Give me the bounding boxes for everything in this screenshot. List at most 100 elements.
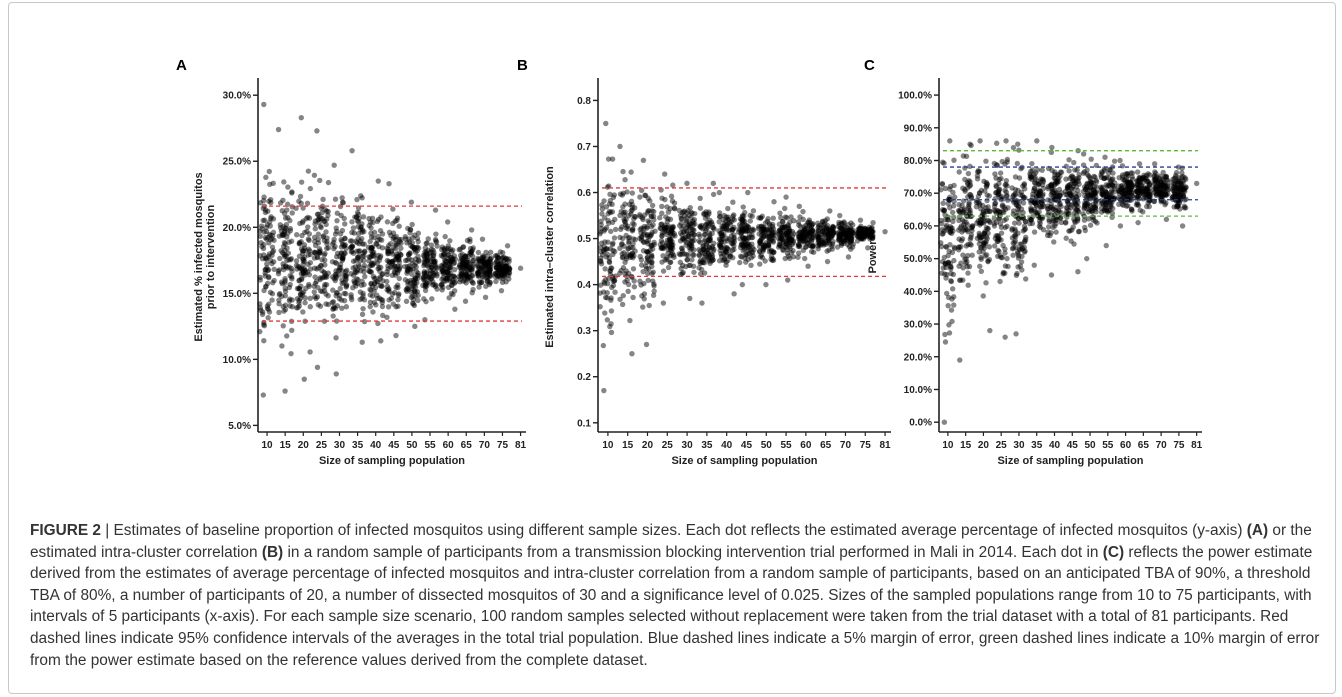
data-point: [630, 236, 637, 242]
data-point: [282, 252, 288, 258]
data-point: [315, 284, 321, 291]
data-point: [738, 241, 745, 247]
data-point: [686, 244, 692, 251]
data-point: [486, 258, 492, 264]
data-point: [638, 230, 644, 236]
data-point: [802, 225, 808, 232]
data-point: [671, 200, 678, 206]
data-point: [838, 232, 845, 239]
data-point: [1035, 199, 1041, 205]
data-point: [259, 255, 266, 262]
data-point: [1125, 193, 1131, 199]
data-point: [385, 263, 391, 269]
data-point: [354, 276, 360, 282]
data-point: [1175, 186, 1181, 192]
x-tick-label: 35: [1031, 440, 1043, 451]
data-point: [707, 237, 713, 244]
data-point: [869, 235, 876, 241]
data-point: [598, 261, 605, 267]
data-point: [612, 289, 618, 295]
data-point: [1089, 192, 1096, 198]
data-point: [744, 222, 750, 229]
data-point: [296, 286, 303, 292]
data-point: [765, 215, 771, 222]
data-point: [643, 248, 650, 255]
data-point: [479, 263, 485, 270]
data-point: [318, 215, 324, 221]
data-point: [683, 242, 689, 248]
y-tick-label: 0.5: [577, 234, 591, 245]
data-point: [1163, 183, 1169, 189]
data-point: [995, 188, 1001, 194]
data-point: [263, 224, 270, 231]
data-point: [1039, 201, 1046, 207]
data-point: [495, 273, 501, 279]
data-point: [1165, 182, 1171, 189]
data-point: [1147, 188, 1153, 195]
data-point: [718, 251, 724, 257]
data-point: [1146, 198, 1153, 204]
data-point: [679, 251, 685, 257]
data-point: [1049, 188, 1056, 195]
y-tick-label: 50.0%: [904, 254, 932, 265]
data-point: [1155, 185, 1161, 192]
data-point: [837, 234, 843, 241]
data-point: [312, 226, 319, 232]
data-point: [685, 237, 692, 243]
data-point: [941, 228, 947, 234]
data-point: [809, 227, 816, 234]
data-point: [697, 205, 704, 211]
data-point: [1039, 215, 1045, 222]
data-point: [821, 232, 827, 238]
data-point: [717, 213, 723, 220]
data-point: [679, 225, 685, 232]
data-point: [280, 232, 287, 239]
data-point: [629, 204, 635, 211]
data-point: [711, 246, 717, 253]
data-point: [728, 240, 735, 246]
data-point: [429, 270, 435, 276]
data-point: [445, 245, 451, 252]
data-point: [1125, 185, 1132, 191]
data-point: [1103, 189, 1110, 196]
data-point: [279, 281, 286, 287]
data-point: [270, 279, 276, 286]
data-point: [843, 236, 850, 243]
data-point: [809, 243, 815, 250]
data-point: [661, 225, 668, 232]
data-point: [825, 231, 831, 237]
data-point: [783, 230, 790, 237]
x-tick-label: 75: [497, 440, 509, 451]
data-point: [742, 218, 748, 225]
data-point: [705, 250, 711, 256]
data-point: [342, 250, 348, 256]
data-point: [1102, 205, 1108, 212]
data-point: [352, 264, 358, 270]
data-point: [348, 270, 354, 277]
data-point: [421, 276, 428, 282]
data-point: [995, 247, 1001, 254]
data-point: [297, 291, 304, 297]
data-point: [1082, 224, 1088, 231]
data-point: [409, 300, 416, 306]
data-point: [412, 284, 419, 290]
data-point: [483, 261, 490, 268]
data-point: [691, 247, 697, 253]
data-point: [446, 276, 452, 282]
data-point: [428, 253, 434, 259]
data-point: [957, 209, 963, 215]
data-point: [284, 245, 290, 251]
data-point: [759, 229, 765, 235]
data-point: [815, 235, 821, 241]
data-point: [499, 272, 505, 278]
data-point: [1120, 194, 1127, 201]
data-point: [998, 224, 1005, 230]
data-point: [686, 222, 692, 228]
data-point: [728, 218, 735, 225]
data-point: [1000, 242, 1006, 249]
data-point: [378, 296, 384, 303]
data-point: [846, 243, 853, 250]
data-point: [746, 234, 752, 241]
data-point: [325, 301, 332, 308]
data-point: [834, 244, 841, 250]
